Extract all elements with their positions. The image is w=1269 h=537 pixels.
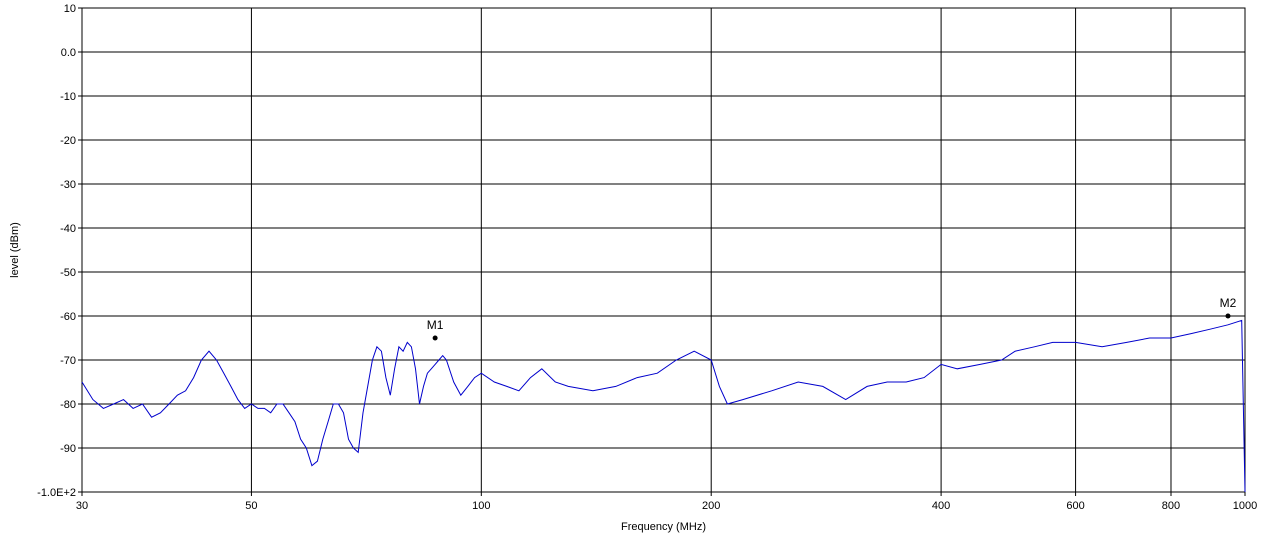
x-tick-label: 100 bbox=[472, 500, 490, 512]
x-tick-label: 400 bbox=[932, 500, 950, 512]
x-tick-label: 600 bbox=[1066, 500, 1084, 512]
x-tick-label: 30 bbox=[76, 500, 88, 512]
y-tick-label: -40 bbox=[60, 223, 76, 235]
x-axis-label: Frequency (MHz) bbox=[621, 521, 706, 533]
y-tick-label: -80 bbox=[60, 399, 76, 411]
y-tick-label: -50 bbox=[60, 267, 76, 279]
y-tick-label: -1.0E+2 bbox=[37, 487, 76, 499]
y-axis-label: level (dBm) bbox=[9, 222, 21, 278]
y-tick-label: -90 bbox=[60, 443, 76, 455]
marker-point bbox=[1225, 313, 1231, 319]
grid-lines bbox=[81, 7, 1246, 493]
x-axis-ticks: 30 50 100 200 400 600 800 1000 bbox=[76, 492, 1257, 512]
y-tick-label: -20 bbox=[60, 135, 76, 147]
spectrum-trace-line bbox=[81, 319, 1246, 493]
y-tick-label: -70 bbox=[60, 355, 76, 367]
markers: M1 M2 bbox=[427, 296, 1237, 341]
y-tick-label: -60 bbox=[60, 311, 76, 323]
x-tick-label: 800 bbox=[1162, 500, 1180, 512]
y-tick-label: -30 bbox=[60, 179, 76, 191]
y-tick-label: -10 bbox=[60, 91, 76, 103]
y-tick-label: 10 bbox=[64, 3, 76, 15]
marker-label: M2 bbox=[1220, 296, 1237, 310]
x-tick-label: 1000 bbox=[1233, 500, 1257, 512]
x-tick-label: 200 bbox=[702, 500, 720, 512]
marker-point bbox=[432, 335, 438, 341]
x-tick-label: 50 bbox=[245, 500, 257, 512]
marker-label: M1 bbox=[427, 318, 444, 332]
y-tick-label: 0.0 bbox=[61, 47, 76, 59]
plot-frame bbox=[81, 7, 1246, 493]
y-axis-ticks: 10 0.0 -10 -20 -30 -40 -50 -60 -70 -80 -90 -1.0E+2 bbox=[37, 3, 82, 499]
